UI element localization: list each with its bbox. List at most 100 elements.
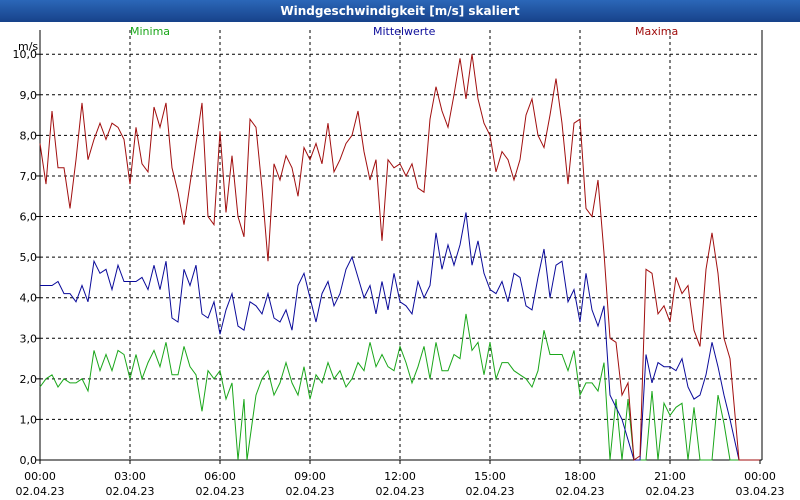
legend-minima: Minima — [130, 25, 171, 38]
data-point-avg — [51, 285, 52, 286]
data-point-avg — [717, 366, 718, 367]
data-point-min — [723, 423, 724, 424]
data-point-min — [441, 370, 442, 371]
data-point-max — [483, 123, 484, 124]
data-point-avg — [561, 261, 562, 262]
data-point-min — [513, 370, 514, 371]
data-point-avg — [651, 382, 652, 383]
data-point-min — [399, 346, 400, 347]
data-point-min — [39, 386, 40, 387]
data-point-avg — [267, 293, 268, 294]
data-point-max — [405, 175, 406, 176]
data-point-max — [513, 179, 514, 180]
data-point-avg — [453, 265, 454, 266]
data-point-max — [69, 208, 70, 209]
x-tick-date: 02.04.23 — [556, 485, 605, 498]
data-point-min — [297, 395, 298, 396]
x-tick-date: 03.04.23 — [736, 485, 785, 498]
data-point-min — [279, 382, 280, 383]
data-point-min — [75, 382, 76, 383]
data-point-avg — [93, 261, 94, 262]
x-tick-time: 00:00 — [744, 470, 776, 483]
data-point-avg — [585, 273, 586, 274]
data-point-max — [189, 184, 190, 185]
data-point-avg — [423, 297, 424, 298]
y-axis: 0,0 1,0 2,0 3,0 4,0 5,0 6,0 7,0 8,0 9,0 10,0 — [13, 48, 40, 467]
data-point-min — [615, 399, 616, 400]
data-point-avg — [459, 244, 460, 245]
data-point-max — [681, 293, 682, 294]
data-point-max — [561, 123, 562, 124]
data-point-max — [171, 167, 172, 168]
data-point-min — [243, 399, 244, 400]
data-point-min — [237, 459, 238, 460]
data-point-max — [243, 236, 244, 237]
data-point-min — [231, 382, 232, 383]
chart-title: Windgeschwindigkeit [m/s] skaliert — [0, 0, 800, 22]
data-point-min — [483, 374, 484, 375]
data-point-min — [273, 395, 274, 396]
data-point-min — [309, 399, 310, 400]
data-point-avg — [477, 240, 478, 241]
data-point-max — [657, 313, 658, 314]
data-point-min — [537, 370, 538, 371]
data-point-avg — [315, 321, 316, 322]
data-point-max — [537, 135, 538, 136]
data-point-max — [603, 253, 604, 254]
data-point-avg — [519, 277, 520, 278]
x-tick-date: 02.04.23 — [196, 485, 245, 498]
data-point-avg — [399, 301, 400, 302]
data-point-avg — [75, 301, 76, 302]
y-tick-label: 8,0 — [20, 129, 38, 142]
data-point-min — [555, 354, 556, 355]
data-point-min — [465, 313, 466, 314]
data-point-max — [303, 147, 304, 148]
data-point-avg — [345, 269, 346, 270]
data-point-min — [729, 459, 730, 460]
data-point-max — [291, 167, 292, 168]
series-line-min — [39, 313, 760, 461]
x-tick-date: 02.04.23 — [466, 485, 515, 498]
data-point-max — [669, 321, 670, 322]
data-point-max — [549, 115, 550, 116]
data-point-avg — [99, 273, 100, 274]
data-point-max — [591, 216, 592, 217]
y-tick-label: 4,0 — [20, 292, 38, 305]
data-point-avg — [591, 309, 592, 310]
data-point-avg — [327, 281, 328, 282]
data-point-min — [369, 342, 370, 343]
data-point-min — [603, 362, 604, 363]
data-point-min — [153, 350, 154, 351]
data-point-max — [675, 277, 676, 278]
data-point-max — [531, 98, 532, 99]
data-point-min — [411, 382, 412, 383]
data-point-min — [393, 370, 394, 371]
data-point-avg — [123, 281, 124, 282]
data-point-max — [381, 240, 382, 241]
data-point-avg — [165, 261, 166, 262]
data-point-max — [453, 94, 454, 95]
data-point-avg — [495, 293, 496, 294]
data-point-max — [219, 131, 220, 132]
data-point-min — [417, 366, 418, 367]
data-point-avg — [531, 309, 532, 310]
data-point-max — [399, 163, 400, 164]
data-point-min — [423, 346, 424, 347]
data-point-max — [39, 143, 40, 144]
data-point-avg — [243, 330, 244, 331]
data-point-max — [333, 171, 334, 172]
data-point-avg — [543, 248, 544, 249]
data-point-min — [87, 390, 88, 391]
data-point-avg — [699, 395, 700, 396]
x-tick-date: 02.04.23 — [106, 485, 155, 498]
x-tick-date: 02.04.23 — [646, 485, 695, 498]
y-tick-label: 0,0 — [20, 454, 38, 467]
data-point-min — [429, 378, 430, 379]
data-point-max — [621, 395, 622, 396]
data-point-max — [429, 119, 430, 120]
x-tick-time: 09:00 — [294, 470, 326, 483]
data-point-min — [129, 378, 130, 379]
data-point-min — [255, 395, 256, 396]
data-point-max — [441, 110, 442, 111]
data-point-avg — [69, 293, 70, 294]
